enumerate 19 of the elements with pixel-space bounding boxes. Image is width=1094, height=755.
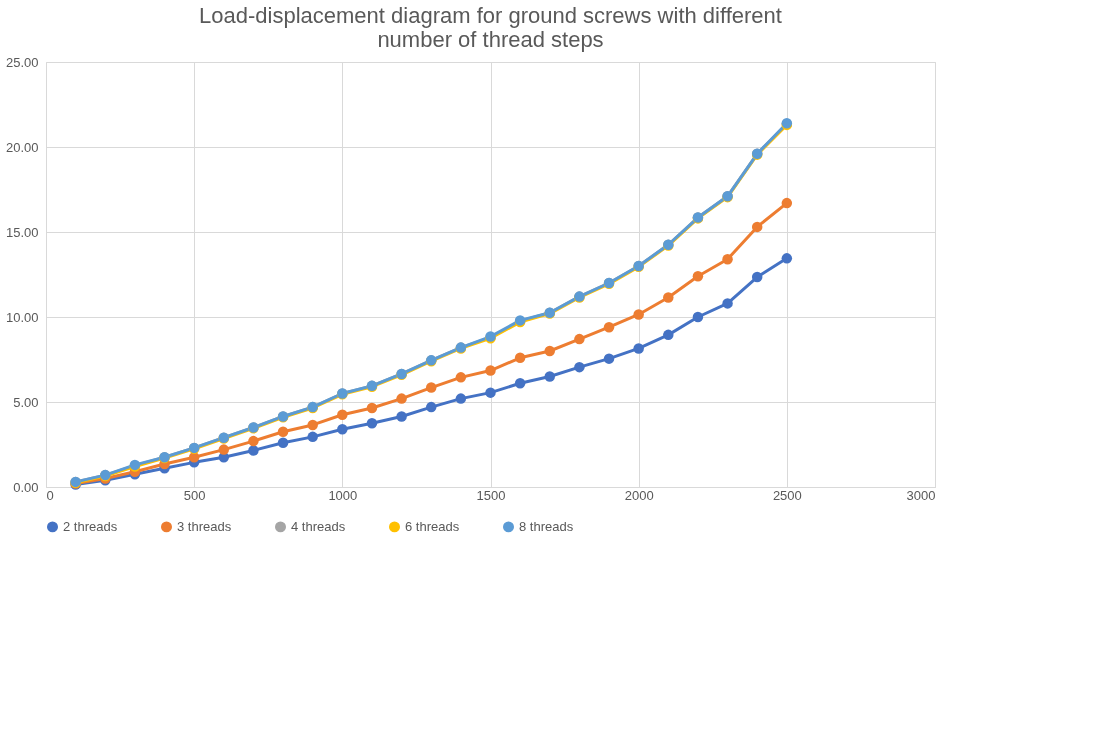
chart-title: Load-displacement diagram for ground screws with different number of thread steps (199, 3, 782, 52)
y-tick-label: 15.00 (5, 224, 39, 240)
y-tick-label: 20.00 (5, 139, 39, 155)
x-tick-label: 3000 (906, 487, 936, 503)
legend-label: 8 threads (519, 518, 574, 534)
x-tick-label: 500 (183, 487, 206, 503)
legend-label: 4 threads (291, 518, 346, 534)
y-tick-label: 0.00 (13, 479, 39, 495)
x-tick-label: 0 (46, 487, 54, 503)
x-tick-label: 2500 (772, 487, 802, 503)
y-tick-label: 25.00 (5, 54, 39, 70)
y-tick-label: 10.00 (5, 309, 39, 325)
y-tick-label: 5.00 (13, 394, 39, 410)
x-tick-label: 1500 (476, 487, 506, 503)
x-tick-label: 2000 (624, 487, 654, 503)
legend-label: 6 threads (405, 518, 460, 534)
legend-label: 3 threads (177, 518, 232, 534)
legend-label: 2 threads (63, 518, 118, 534)
x-tick-label: 1000 (328, 487, 358, 503)
